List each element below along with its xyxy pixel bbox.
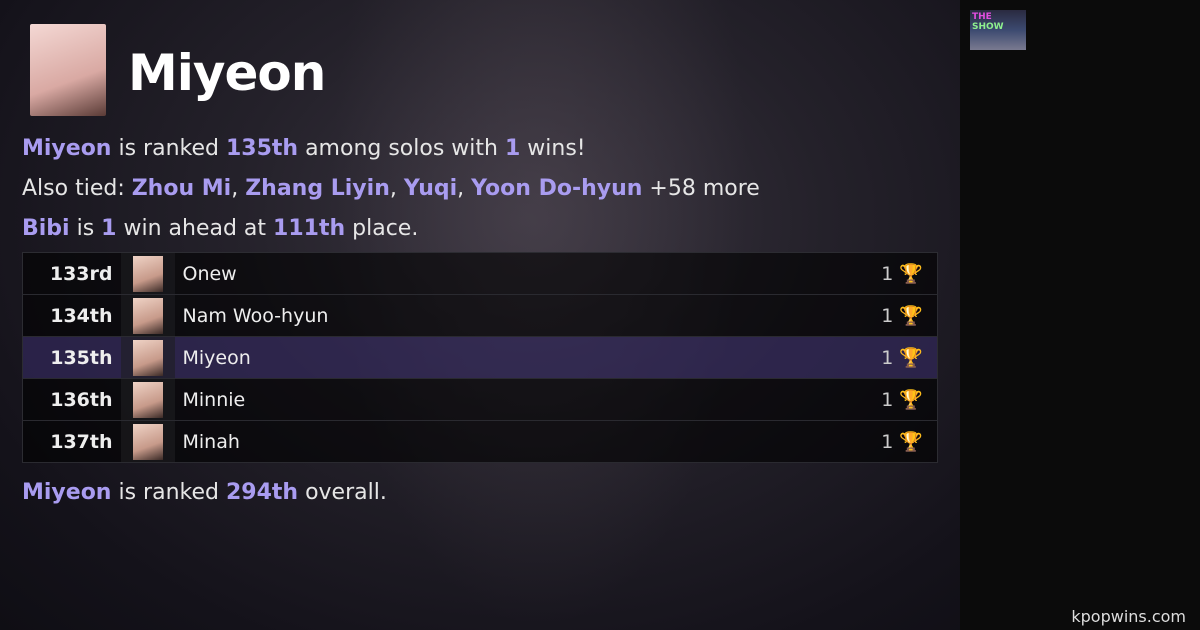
rank: 294th [225,480,299,505]
wins-count: 1 [881,347,894,369]
text: win ahead at [116,216,274,241]
main-panel: Miyeon Miyeon is ranked 135th among solo… [0,0,960,630]
wins-cell: 1 🏆 [733,421,937,463]
show-logo: THE SHOW [970,10,1026,50]
more-count: +58 more [642,176,760,201]
tied-artist-link[interactable]: Yuqi [403,176,458,201]
text: place. [345,216,419,241]
wins-cell: 1 🏆 [733,379,937,421]
table-row[interactable]: 134th Nam Woo-hyun 1 🏆 [22,294,938,337]
artist-name[interactable]: Minnie [182,388,246,411]
wins-count: 1 [881,389,894,411]
ahead-line: Bibi is 1 win ahead at 111th place. [22,216,418,241]
wins-cell: 1 🏆 [733,295,937,337]
artist-avatar [30,24,106,116]
wins: 1 [504,136,521,161]
artist-link[interactable]: Miyeon [22,136,112,161]
table-row[interactable]: 136th Minnie 1 🏆 [22,378,938,421]
avatar-cell [120,252,175,295]
artist-name[interactable]: Minah [182,430,240,453]
wins-cell: 1 🏆 [733,253,937,295]
avatar-cell [120,294,175,337]
artist-name[interactable]: Miyeon [182,346,251,369]
text: is [69,216,102,241]
wins: 1 [101,216,117,241]
artist-name[interactable]: Onew [182,262,237,285]
avatar [132,297,163,334]
wins-count: 1 [881,305,894,327]
ranking-table: 133rd Onew 1 🏆 134th Nam Woo-hyun 1 🏆 135th Miy… [22,252,938,463]
rank: 111th [273,216,346,241]
tied-line: Also tied: Zhou Mi, Zhang Liyin, Yuqi, Y… [22,176,760,201]
table-row[interactable]: 133rd Onew 1 🏆 [22,252,938,295]
table-row[interactable]: 137th Minah 1 🏆 [22,420,938,463]
avatar [132,381,163,418]
rank-cell: 134th [50,304,113,327]
avatar-cell [120,378,175,421]
rank-cell: 135th [50,346,113,369]
text: is ranked [111,480,226,505]
rank-cell: 136th [50,388,113,411]
text: Also tied: [22,176,132,201]
trophy-icon: 🏆 [899,347,923,369]
table-row[interactable]: 135th Miyeon 1 🏆 [22,336,938,379]
avatar [132,339,163,376]
tied-artist-link[interactable]: Zhang Liyin [245,176,390,201]
text: among solos with [298,136,505,161]
rank-cell: 137th [50,430,113,453]
artist-name[interactable]: Nam Woo-hyun [182,304,329,327]
rank-cell: 133rd [49,262,113,285]
page-title: Miyeon [128,44,326,102]
artist-link[interactable]: Miyeon [22,480,112,505]
trophy-icon: 🏆 [899,263,923,285]
wins-count: 1 [881,263,894,285]
summary-line: Miyeon is ranked 135th among solos with … [22,136,586,161]
trophy-icon: 🏆 [899,431,923,453]
rank: 135th [225,136,299,161]
avatar [132,423,163,460]
trophy-icon: 🏆 [899,305,923,327]
site-footer[interactable]: kpopwins.com [1071,607,1186,626]
wins-cell: 1 🏆 [733,337,937,379]
tied-artist-link[interactable]: Yoon Do-hyun [471,176,643,201]
trophy-icon: 🏆 [899,389,923,411]
overall-line: Miyeon is ranked 294th overall. [22,480,387,505]
avatar-cell [120,420,175,463]
avatar [132,255,163,292]
tied-artist-link[interactable]: Zhou Mi [131,176,232,201]
sidebar [960,0,1200,630]
text: is ranked [111,136,226,161]
text: overall. [298,480,387,505]
avatar-cell [120,336,175,379]
text: wins! [520,136,586,161]
wins-count: 1 [881,431,894,453]
ahead-artist-link[interactable]: Bibi [22,216,70,241]
